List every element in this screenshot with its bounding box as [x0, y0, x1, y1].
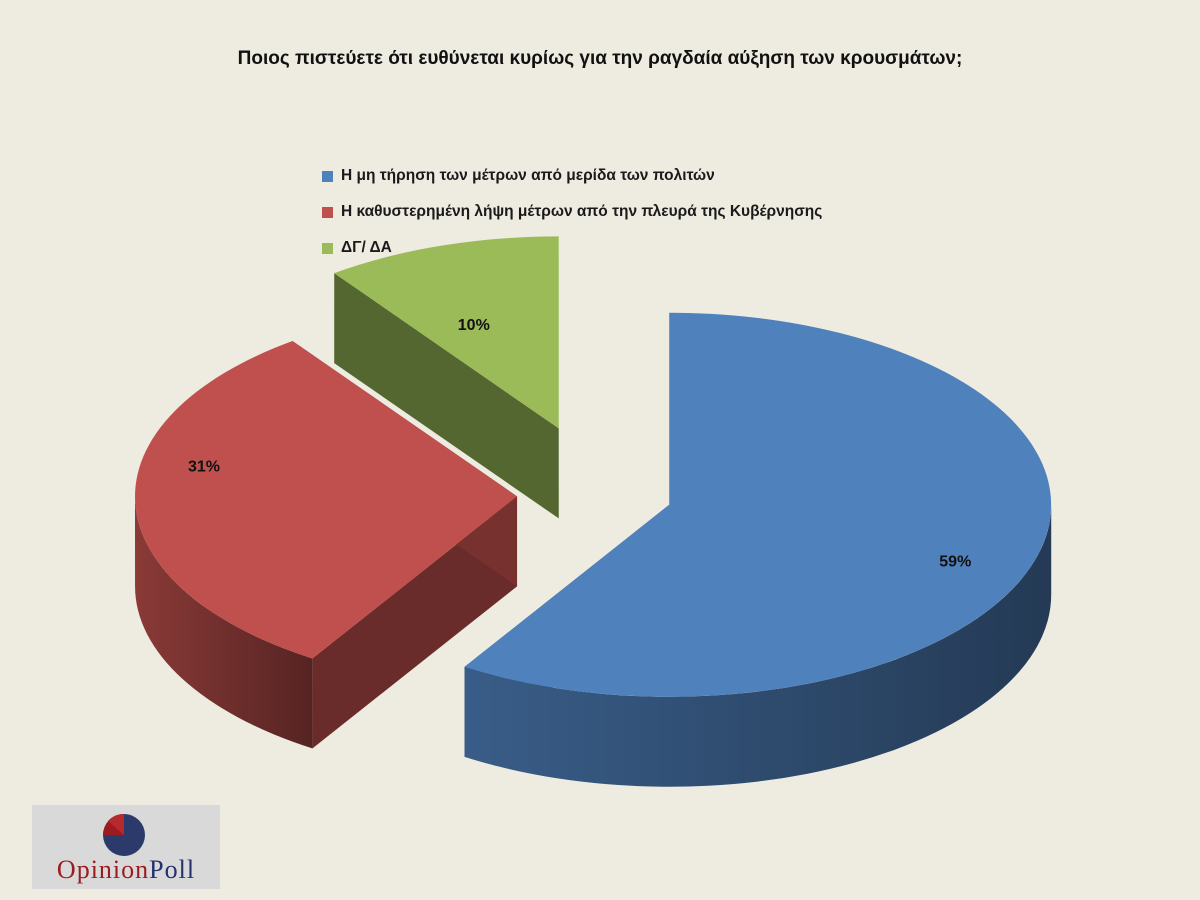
data-label-dk-na: 10% [458, 317, 490, 334]
legend: Η μη τήρηση των μέτρων από μερίδα των πο… [322, 158, 822, 266]
pie-slice-citizens-top [464, 312, 1052, 697]
legend-swatch-government [322, 206, 333, 218]
legend-label-dk-na: ΔΓ/ ΔΑ [341, 239, 392, 256]
pie-slice-dk-na [334, 236, 559, 519]
pie-slice-citizens-outer-wall [464, 504, 1052, 787]
legend-item-government: Η καθυστερημένη λήψη μέτρων από την πλευ… [322, 194, 822, 230]
pie-slice-dk-na-top [334, 236, 559, 429]
data-label-citizens: 59% [939, 554, 971, 571]
legend-label-government: Η καθυστερημένη λήψη μέτρων από την πλευ… [341, 203, 823, 220]
pie-slice-government [134, 341, 518, 749]
pie-slice-government-top [135, 341, 518, 659]
legend-swatch-dk-na [322, 242, 333, 254]
opinionpoll-logo: OpinionPoll [32, 805, 220, 889]
chart-title: Ποιος πιστεύετε ότι ευθύνεται κυρίως για… [237, 48, 963, 69]
pie-slice-government-outer-wall [134, 496, 313, 749]
pie-slice-citizens [464, 312, 1052, 787]
legend-label-citizens: Η μη τήρηση των μέτρων από μερίδα των πο… [341, 167, 715, 184]
data-label-government: 31% [188, 458, 220, 475]
pie-slice-dk-na-cut-wall [334, 273, 559, 519]
logo-text-opinion: Opinion [56, 855, 150, 884]
legend-item-dk-na: ΔΓ/ ΔΑ [322, 230, 822, 266]
legend-item-citizens: Η μη τήρηση των μέτρων από μερίδα των πο… [322, 158, 822, 194]
logo-text: OpinionPoll [32, 855, 220, 885]
pie-slice-government-cut-wall [312, 496, 518, 749]
logo-circle-icon [103, 813, 145, 856]
logo-text-poll: Poll [149, 855, 196, 884]
legend-swatch-citizens [322, 170, 333, 182]
